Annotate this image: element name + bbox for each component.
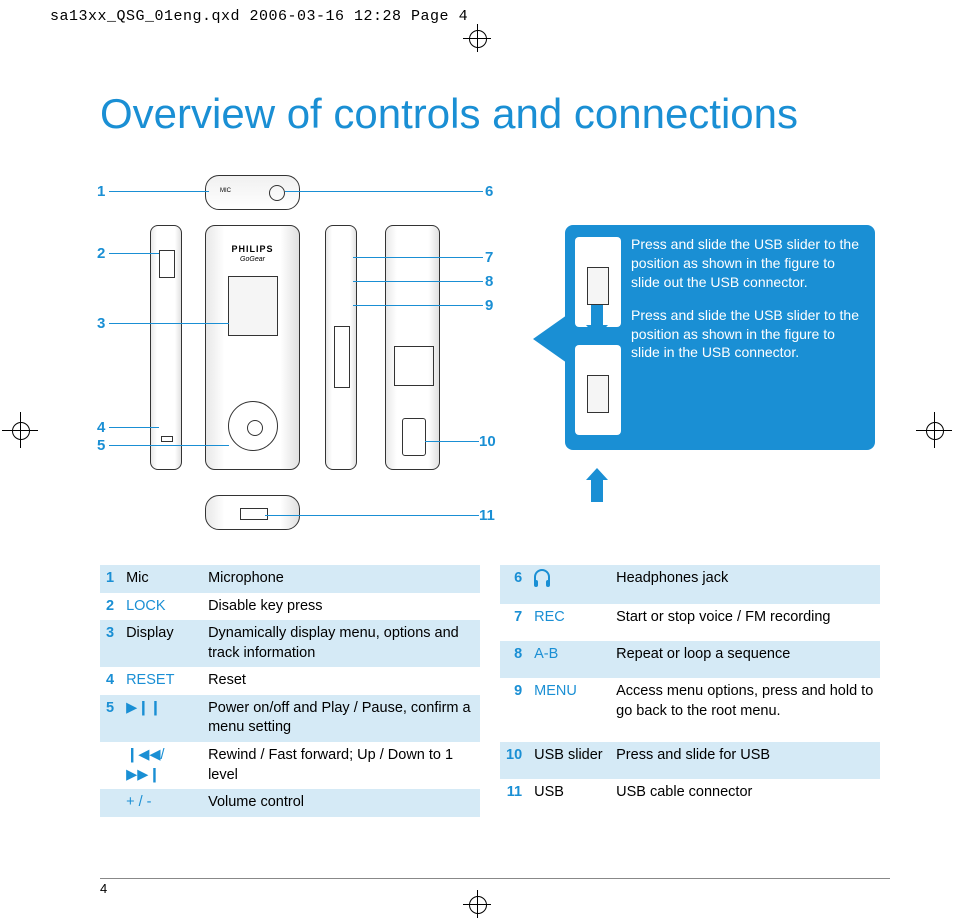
table-row: 11USBUSB cable connector — [500, 779, 880, 816]
legend-tables: 1MicMicrophone2LOCKDisable key press3Dis… — [100, 565, 900, 817]
arrow-up-icon — [591, 480, 603, 502]
info-text-2: Press and slide the USB slider to the po… — [631, 306, 863, 363]
device-bottom-view — [205, 495, 300, 530]
row-label: A-B — [528, 641, 610, 678]
table-row: 7RECStart or stop voice / FM recording — [500, 604, 880, 641]
row-desc: Volume control — [202, 789, 480, 817]
table-row: 1MicMicrophone — [100, 565, 480, 593]
row-num: 6 — [500, 565, 528, 604]
callout-6: 6 — [485, 183, 493, 200]
row-label: USB slider — [528, 742, 610, 779]
callout-7: 7 — [485, 249, 493, 266]
callout-2: 2 — [97, 245, 105, 262]
row-label: Mic — [120, 565, 202, 593]
table-row: 3DisplayDynamically display menu, option… — [100, 620, 480, 667]
row-desc: Press and slide for USB — [610, 742, 880, 779]
row-desc: Reset — [202, 667, 480, 695]
callout-5: 5 — [97, 437, 105, 454]
row-num: 9 — [500, 678, 528, 742]
row-label: + / - — [120, 789, 202, 817]
info-text-1: Press and slide the USB slider to the po… — [631, 235, 863, 292]
crop-mark-top — [477, 24, 478, 52]
callout-10: 10 — [479, 433, 496, 450]
callout-3: 3 — [97, 315, 105, 332]
headphones-icon — [534, 569, 550, 583]
callout-4: 4 — [97, 419, 105, 436]
row-label: ▶❙❙ — [120, 695, 202, 742]
row-num: 4 — [100, 667, 120, 695]
row-label: ❙◀◀/▶▶❙ — [120, 742, 202, 789]
table-row: 6 Headphones jack — [500, 565, 880, 604]
legend-table-left: 1MicMicrophone2LOCKDisable key press3Dis… — [100, 565, 480, 817]
subbrand-label: GoGear — [206, 256, 299, 263]
table-row: 10USB sliderPress and slide for USB — [500, 742, 880, 779]
table-row: + / -Volume control — [100, 789, 480, 817]
device-diagram: PHILIPS GoGear 1 2 3 4 5 6 7 8 9 10 11 P… — [85, 165, 885, 565]
row-num — [100, 742, 120, 789]
device-dpad — [228, 401, 278, 451]
print-header: sa13xx_QSG_01eng.qxd 2006-03-16 12:28 Pa… — [50, 8, 468, 25]
row-num: 10 — [500, 742, 528, 779]
device-front-view: PHILIPS GoGear — [205, 225, 300, 470]
page-number: 4 — [100, 878, 890, 896]
device-top-view — [205, 175, 300, 210]
row-label: RESET — [120, 667, 202, 695]
row-num: 5 — [100, 695, 120, 742]
row-desc: Dynamically display menu, options and tr… — [202, 620, 480, 667]
row-num: 1 — [100, 565, 120, 593]
table-row: 5▶❙❙Power on/off and Play / Pause, confi… — [100, 695, 480, 742]
device-left-side-view — [150, 225, 182, 470]
row-num — [100, 789, 120, 817]
table-row: ❙◀◀/▶▶❙Rewind / Fast forward; Up / Down … — [100, 742, 480, 789]
table-row: 2LOCKDisable key press — [100, 593, 480, 621]
row-label: REC — [528, 604, 610, 641]
arrow-down-icon — [591, 303, 603, 325]
legend-table-right: 6Headphones jack7RECStart or stop voice … — [500, 565, 880, 817]
row-label: USB — [528, 779, 610, 816]
row-num: 11 — [500, 779, 528, 816]
row-num: 7 — [500, 604, 528, 641]
row-desc: Access menu options, press and hold to g… — [610, 678, 880, 742]
row-desc: Headphones jack — [610, 565, 880, 604]
callout-1: 1 — [97, 183, 105, 200]
callout-9: 9 — [485, 297, 493, 314]
row-desc: Microphone — [202, 565, 480, 593]
callout-11: 11 — [479, 507, 495, 524]
callout-8: 8 — [485, 273, 493, 290]
row-desc: Power on/off and Play / Pause, confirm a… — [202, 695, 480, 742]
row-label — [528, 565, 610, 604]
device-back-view — [385, 225, 440, 470]
row-desc: Start or stop voice / FM recording — [610, 604, 880, 641]
row-label: LOCK — [120, 593, 202, 621]
row-label: MENU — [528, 678, 610, 742]
row-desc: Repeat or loop a sequence — [610, 641, 880, 678]
usb-thumb-out — [575, 237, 621, 327]
page-title: Overview of controls and connections — [100, 90, 798, 138]
row-label: Display — [120, 620, 202, 667]
device-screen — [228, 276, 278, 336]
device-right-side-view — [325, 225, 357, 470]
table-row: 9MENUAccess menu options, press and hold… — [500, 678, 880, 742]
row-num: 8 — [500, 641, 528, 678]
usb-thumb-in — [575, 345, 621, 435]
row-num: 2 — [100, 593, 120, 621]
row-desc: USB cable connector — [610, 779, 880, 816]
crop-mark-right — [916, 430, 952, 431]
row-desc: Disable key press — [202, 593, 480, 621]
row-desc: Rewind / Fast forward; Up / Down to 1 le… — [202, 742, 480, 789]
brand-label: PHILIPS — [206, 244, 299, 254]
crop-mark-left — [2, 430, 38, 431]
table-row: 8A-BRepeat or loop a sequence — [500, 641, 880, 678]
usb-info-box: Press and slide the USB slider to the po… — [565, 225, 875, 450]
table-row: 4RESETReset — [100, 667, 480, 695]
row-num: 3 — [100, 620, 120, 667]
